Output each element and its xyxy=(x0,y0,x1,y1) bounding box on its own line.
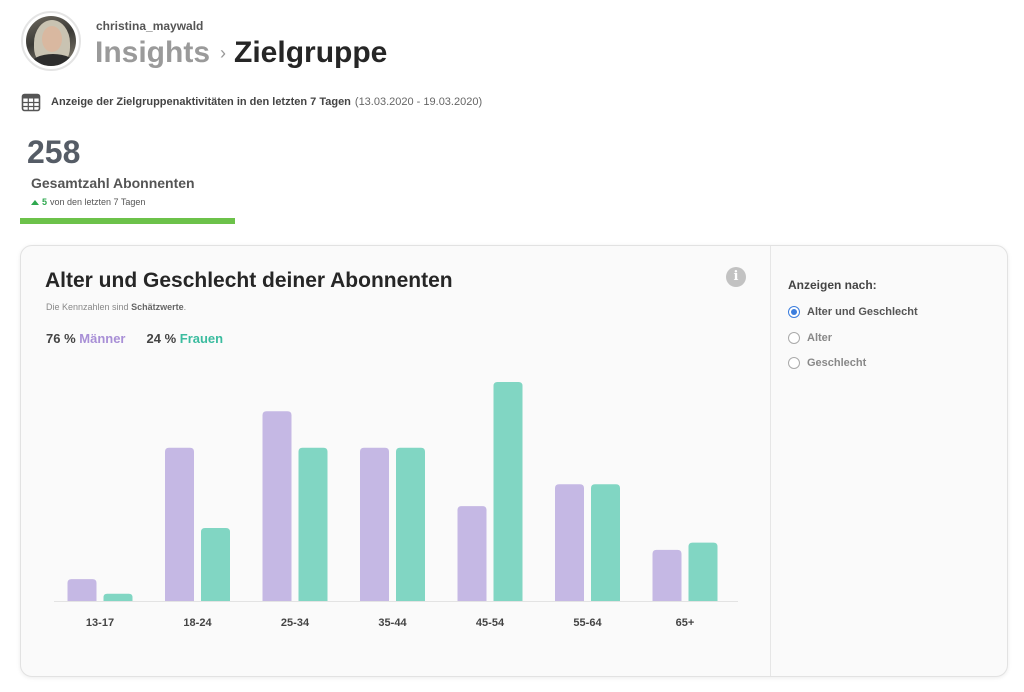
men-percent: 76 % xyxy=(46,331,76,346)
bar-women-45-54[interactable] xyxy=(493,382,523,601)
women-share: 24 % Frauen xyxy=(147,331,224,346)
bar-men-65+[interactable] xyxy=(652,549,682,601)
x-tick-label: 25-34 xyxy=(281,617,310,629)
avatar-photo xyxy=(26,16,76,66)
follower-stat-card: 258 Gesamtzahl Abonnenten 5 von den letz… xyxy=(20,132,235,224)
chart-panel: 13-17 18-24 25-34 35-44 45-54 55-64 65+ Alter … xyxy=(21,246,770,676)
audience-card: 13-17 18-24 25-34 35-44 45-54 55-64 65+ Alter … xyxy=(20,245,1008,677)
bar-women-13-17[interactable] xyxy=(103,593,133,601)
women-label: Frauen xyxy=(179,331,224,346)
panel-divider xyxy=(770,246,771,676)
subtitle-bold: Schätzwerte xyxy=(131,302,184,312)
subtitle-text: Die Kennzahlen sind xyxy=(46,302,132,312)
bar-women-35-44[interactable] xyxy=(396,447,425,601)
option-age-and-gender[interactable]: Alter und Geschlecht xyxy=(788,306,918,318)
subtitle-suffix: . xyxy=(183,302,187,312)
men-share: 76 % Männer xyxy=(46,331,126,346)
option-label: Alter und Geschlecht xyxy=(807,306,918,318)
x-tick-label: 13-17 xyxy=(86,617,114,629)
bar-women-18-24[interactable] xyxy=(201,528,230,601)
display-options-panel: Anzeigen nach: Alter und Geschlecht Alte… xyxy=(771,246,1007,676)
calendar-icon xyxy=(21,93,41,112)
radio-icon[interactable] xyxy=(788,306,800,318)
display-options-title: Anzeigen nach: xyxy=(788,278,877,292)
chart-subtitle: Die Kennzahlen sind Schätzwerte. xyxy=(46,302,186,312)
info-icon[interactable]: i xyxy=(726,267,746,287)
username: christina_maywald xyxy=(96,19,204,33)
follower-accent-bar xyxy=(20,218,235,224)
period-info: Anzeige der Zielgruppenaktivitäten in de… xyxy=(21,92,482,112)
delta-value: 5 xyxy=(42,197,48,207)
bar-women-55-64[interactable] xyxy=(591,484,620,601)
follower-delta: 5 von den letzten 7 Tagen xyxy=(31,197,145,207)
bar-men-18-24[interactable] xyxy=(165,447,194,601)
bar-women-65+[interactable] xyxy=(688,542,718,601)
period-label: Anzeige der Zielgruppenaktivitäten in de… xyxy=(51,96,351,108)
profile-avatar[interactable] xyxy=(21,11,81,71)
breadcrumb-chevron-icon: › xyxy=(220,42,227,63)
delta-text: von den letzten 7 Tagen xyxy=(50,197,146,207)
chart-title: Alter und Geschlecht deiner Abonnenten xyxy=(45,269,453,292)
breadcrumb-insights-link[interactable]: Insights xyxy=(95,36,211,69)
women-percent: 24 % xyxy=(146,331,177,346)
age-gender-chart: 13-17 18-24 25-34 35-44 45-54 55-64 65+ xyxy=(54,382,738,629)
x-tick-label: 35-44 xyxy=(378,617,407,629)
option-label: Alter xyxy=(807,332,833,344)
bar-men-55-64[interactable] xyxy=(555,484,584,601)
follower-count: 258 xyxy=(27,134,81,170)
x-tick-label: 18-24 xyxy=(183,617,212,629)
arrow-up-icon xyxy=(31,199,39,205)
period-range: (13.03.2020 - 19.03.2020) xyxy=(354,96,483,108)
bar-women-25-34[interactable] xyxy=(298,447,328,601)
bar-men-35-44[interactable] xyxy=(360,447,389,601)
option-age[interactable]: Alter xyxy=(788,332,832,344)
option-gender[interactable]: Geschlecht xyxy=(788,357,866,369)
bar-men-13-17[interactable] xyxy=(67,579,97,601)
radio-icon[interactable] xyxy=(788,332,800,344)
x-tick-label: 45-54 xyxy=(476,617,505,629)
bar-men-25-34[interactable] xyxy=(262,411,292,601)
x-tick-label: 55-64 xyxy=(573,617,602,629)
breadcrumb: Insights › Zielgruppe xyxy=(95,36,387,70)
men-label: Männer xyxy=(79,331,126,346)
page-title: Zielgruppe xyxy=(234,36,388,69)
radio-icon[interactable] xyxy=(788,357,800,369)
x-tick-label: 65+ xyxy=(676,617,695,629)
bar-men-45-54[interactable] xyxy=(457,506,487,601)
gender-split: 76 % Männer 24 % Frauen xyxy=(46,331,244,346)
option-label: Geschlecht xyxy=(807,357,867,369)
follower-count-label: Gesamtzahl Abonnenten xyxy=(31,175,195,191)
